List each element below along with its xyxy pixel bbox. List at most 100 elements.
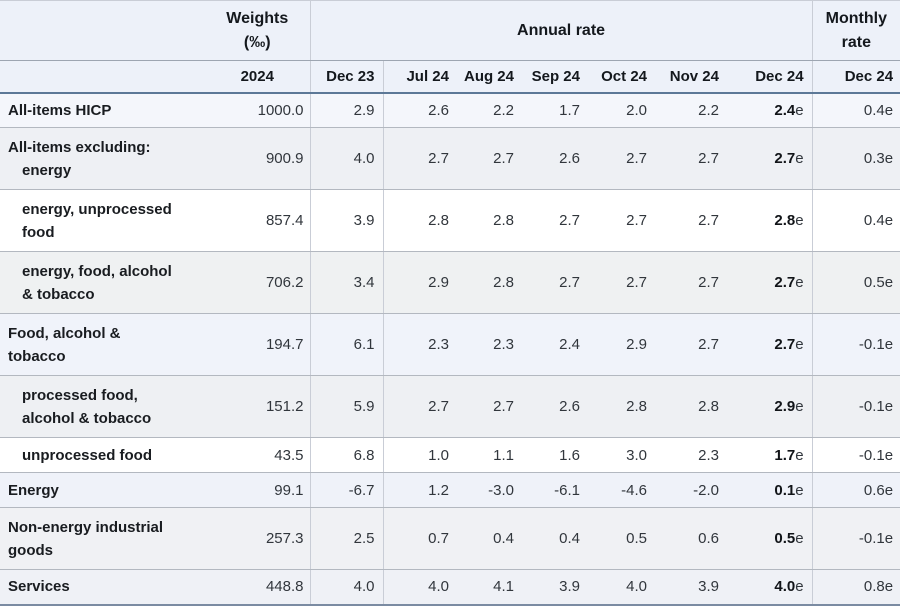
month-header-dec23: Dec 23 [309,60,383,94]
estimate-flag: e [795,336,804,353]
annual-rate-cell: 3.9 [522,569,588,606]
annual-rate-cell: 2.0 [588,92,655,128]
month-header-sep24: Sep 24 [522,60,588,94]
month-header-aug24: Aug 24 [457,60,522,94]
table-body: All-items HICP 1000.0 2.9 2.6 2.2 1.7 2.0 2.2 2.… [0,92,900,606]
row-label: Food, alcohol & tobacco [0,313,205,376]
row-label-line: energy, unprocessed [22,200,172,218]
annual-rate-cell: 6.8 [309,437,383,473]
row-label: energy, unprocessed food [0,189,205,252]
annual-rate-cell: 3.9 [655,569,727,606]
weight-cell: 857.4 [205,189,310,252]
annual-dec24-cell: 2.8e [727,189,813,252]
month-header-dec24: Dec 24 [727,60,813,94]
annual-rate-cell: 2.5 [309,507,383,570]
dec24-value: 1.7 [774,446,796,464]
annual-rate-cell: 0.7 [382,507,457,570]
annual-rate-cell: 2.6 [522,127,588,190]
row-label-line: Food, alcohol & [8,324,121,342]
monthly-month-header: Dec 24 [811,60,900,94]
annual-rate-cell: 2.7 [655,189,727,252]
annual-rate-cell: 1.7 [522,92,588,128]
estimate-flag: e [795,274,804,291]
monthly-header-line1: Monthly [825,9,887,27]
annual-rate-cell: 3.4 [309,251,383,314]
annual-rate-cell: -2.0 [655,472,727,508]
dec24-value: 0.5 [774,530,796,547]
annual-rate-cell: 2.6 [382,92,457,128]
annual-rate-cell: 1.1 [457,437,522,473]
annual-rate-cell: 0.6 [655,507,727,570]
annual-rate-cell: 2.7 [382,375,457,438]
annual-rate-cell: -3.0 [457,472,522,508]
row-label-line: energy [22,161,72,179]
annual-rate-cell: 6.1 [309,313,383,376]
row-label-line: tobacco [8,347,66,365]
annual-rate-cell: 2.8 [655,375,727,438]
dec24-value: 4.0 [774,578,796,596]
row-label-line: alcohol & tobacco [22,409,152,427]
weight-cell: 448.8 [205,569,310,606]
row-label: Non-energy industrial goods [0,507,205,570]
annual-rate-cell: 1.2 [382,472,457,508]
annual-dec24-cell: 0.1e [727,472,813,508]
annual-rate-cell: 2.3 [382,313,457,376]
annual-rate-cell: -6.1 [522,472,588,508]
weight-cell: 706.2 [205,251,310,314]
row-label-line: food [22,223,55,241]
dec24-value: 0.1 [774,481,796,499]
table-row: energy, food, alcohol & tobacco 706.2 3.4 2.… [0,251,900,314]
estimate-flag: e [795,212,804,229]
table-row: Food, alcohol & tobacco 194.7 6.1 2.3 2.3 2.4 2… [0,313,900,376]
weight-cell: 900.9 [205,127,310,190]
annual-dec24-cell: 0.5e [727,507,813,570]
month-header-nov24: Nov 24 [655,60,727,94]
row-label: All-items HICP [0,92,205,128]
row-label-line: unprocessed food [22,446,153,464]
weights-year-header: 2024 [205,60,310,94]
annual-rate-cell: 2.8 [382,189,457,252]
estimate-flag: e [795,150,804,167]
weights-header-unit: (‰) [243,33,271,51]
row-label-line: energy, food, alcohol [22,262,172,280]
label-column-header [0,0,205,61]
annual-rate-cell: 2.7 [588,127,655,190]
dec24-value: 2.7 [774,336,796,353]
annual-rate-cell: 2.7 [457,127,522,190]
annual-dec24-cell: 2.7e [727,251,813,314]
monthly-rate-cell: 0.8e [811,569,900,606]
estimate-flag: e [795,101,804,119]
annual-rate-cell: 3.0 [588,437,655,473]
weight-cell: 99.1 [205,472,310,508]
weight-cell: 151.2 [205,375,310,438]
annual-rate-cell: 2.7 [655,313,727,376]
annual-rate-cell: 2.7 [588,189,655,252]
monthly-rate-cell: 0.4e [811,189,900,252]
monthly-rate-cell: -0.1e [811,313,900,376]
dec24-value: 2.4 [774,101,796,119]
row-label: processed food, alcohol & tobacco [0,375,205,438]
annual-rate-cell: 0.4 [522,507,588,570]
annual-rate-cell: 5.9 [309,375,383,438]
annual-rate-cell: 2.9 [588,313,655,376]
annual-rate-cell: 4.0 [309,569,383,606]
annual-rate-cell: 0.4 [457,507,522,570]
weights-header: Weights (‰) [205,0,310,61]
monthly-rate-cell: -0.1e [811,375,900,438]
weight-cell: 43.5 [205,437,310,473]
row-label-line: All-items excluding: [8,138,151,156]
annual-rate-cell: 2.8 [588,375,655,438]
table-header: Weights (‰) Annual rate Monthly rate 202… [0,0,900,94]
annual-rate-cell: -6.7 [309,472,383,508]
annual-rate-cell: 0.5 [588,507,655,570]
weights-header-line1: Weights [226,9,289,27]
month-header-jul24: Jul 24 [382,60,457,94]
monthly-rate-cell: 0.3e [811,127,900,190]
estimate-flag: e [795,398,804,415]
annual-rate-cell: 2.7 [655,251,727,314]
annual-rate-cell: 3.9 [309,189,383,252]
annual-dec24-cell: 2.4e [727,92,813,128]
annual-rate-cell: 1.0 [382,437,457,473]
row-label-line: goods [8,541,53,559]
annual-rate-cell: 2.9 [382,251,457,314]
